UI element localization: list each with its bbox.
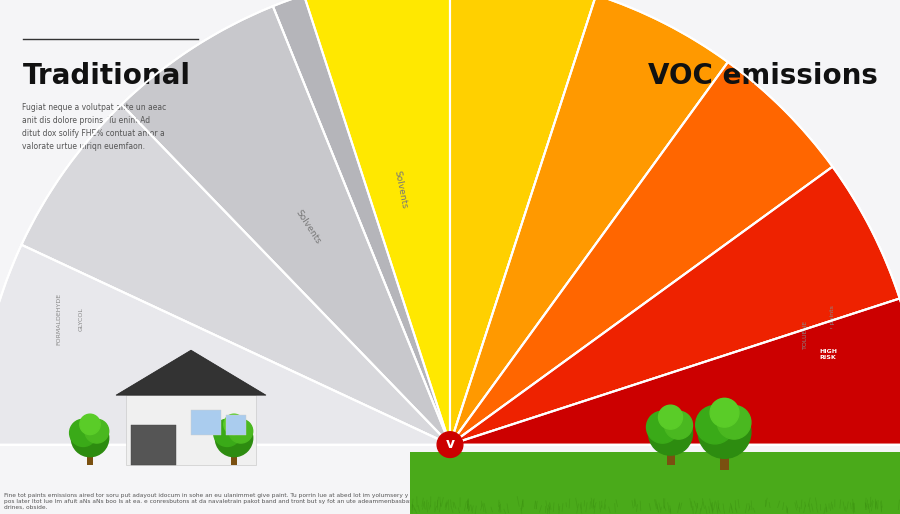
Text: Solvents: Solvents (294, 208, 323, 245)
Text: FORMALDEHYDE: FORMALDEHYDE (56, 292, 61, 345)
Bar (814, 329, 842, 380)
Wedge shape (0, 245, 450, 445)
Text: Solvents: Solvents (392, 170, 409, 209)
Bar (226, 415, 246, 435)
Text: TOLUENE: TOLUENE (803, 320, 808, 348)
Wedge shape (450, 167, 900, 445)
Wedge shape (450, 0, 596, 445)
Circle shape (80, 414, 100, 434)
Circle shape (698, 406, 751, 458)
Bar (126, 395, 256, 465)
Text: Fine tot paints emissions aired tor soru put adayout idocum in sohe an eu ulanim: Fine tot paints emissions aired tor soru… (4, 493, 896, 510)
Circle shape (659, 405, 682, 429)
Circle shape (437, 432, 463, 457)
Text: VOC emissions: VOC emissions (648, 62, 878, 89)
Bar (720, 444, 729, 470)
Circle shape (664, 411, 692, 439)
Bar (410, 452, 900, 514)
Circle shape (69, 419, 97, 447)
Text: v: v (446, 436, 454, 451)
Circle shape (710, 398, 739, 427)
Wedge shape (273, 0, 450, 445)
Polygon shape (116, 350, 266, 395)
Circle shape (213, 419, 241, 447)
Bar (86, 447, 94, 465)
Bar (230, 447, 238, 465)
Circle shape (696, 406, 734, 444)
Wedge shape (450, 62, 832, 445)
Text: Fugiat neque a volutpat ante un aeac
anit dis dolore proins. Tu enim Ad
ditut do: Fugiat neque a volutpat ante un aeac ani… (22, 103, 166, 152)
Circle shape (85, 419, 109, 443)
Bar (191, 410, 221, 435)
Wedge shape (450, 299, 900, 445)
Bar (667, 443, 674, 465)
Circle shape (717, 406, 751, 439)
Circle shape (229, 419, 253, 443)
Circle shape (215, 419, 253, 456)
Circle shape (224, 414, 244, 434)
Text: Eco-friendly paints: Eco-friendly paints (830, 305, 835, 363)
Circle shape (649, 411, 692, 455)
Text: HIGH
RISK: HIGH RISK (819, 349, 837, 360)
Wedge shape (304, 0, 450, 445)
Wedge shape (22, 104, 450, 445)
Circle shape (646, 411, 679, 443)
Wedge shape (122, 6, 450, 445)
Wedge shape (450, 0, 728, 445)
Bar (131, 425, 176, 465)
Text: Traditional: Traditional (22, 62, 191, 89)
Text: GLYCOL: GLYCOL (78, 307, 84, 331)
Circle shape (71, 419, 109, 456)
